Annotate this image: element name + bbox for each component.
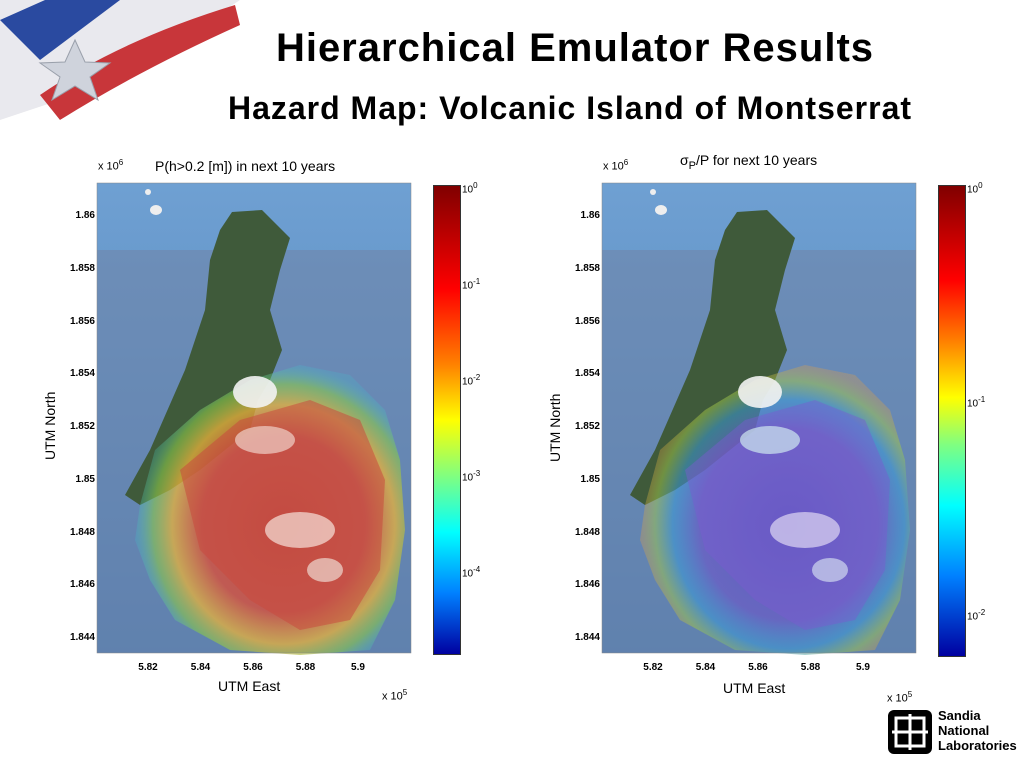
x-axis-scale: x 105: [382, 688, 408, 703]
x-tick-label: 5.86: [748, 662, 768, 673]
x-tick-label: 5.88: [295, 662, 316, 673]
y-tick-label: 1.844: [69, 632, 95, 643]
sandia-logo: Sandia National Laboratories: [888, 708, 1018, 758]
slide-title: Hierarchical Emulator Results: [275, 26, 875, 70]
x-tick-label: 5.82: [138, 662, 158, 673]
x-axis-label: UTM East: [218, 678, 281, 694]
colorbar: [938, 185, 966, 657]
hazard-map-image: [96, 182, 412, 655]
uncertainty-map-image: [601, 182, 917, 655]
y-tick-label: 1.858: [69, 262, 95, 274]
map-title: σP/P for next 10 years: [680, 152, 818, 172]
colorbar-tick-label: 10-2: [462, 372, 481, 388]
colorbar: [433, 185, 461, 655]
uncertainty-map-panel: x 106 σP/P for next 10 years 1.86 1.858 1.…: [505, 150, 985, 710]
colorbar-tick-label: 10-3: [462, 468, 481, 484]
y-axis-scale: x 106: [98, 158, 124, 173]
y-tick-label: 1.852: [574, 421, 600, 432]
x-axis-scale: x 105: [887, 690, 913, 705]
flag-star-decoration: [0, 0, 240, 135]
y-axis-label: UTM North: [42, 391, 58, 460]
x-tick-label: 5.82: [643, 662, 663, 673]
sandia-thunderbird-icon: [888, 710, 932, 754]
colorbar-tick-label: 10-2: [967, 608, 986, 623]
sandia-logo-text: Sandia National Laboratories: [938, 708, 1017, 753]
y-tick-label: 1.85: [75, 473, 95, 485]
y-tick-label: 1.852: [69, 421, 95, 432]
y-axis-label: UTM North: [547, 393, 563, 462]
x-tick-label: 5.84: [190, 662, 211, 673]
x-tick-label: 5.9: [351, 662, 365, 673]
y-tick-label: 1.844: [574, 632, 600, 643]
y-axis-scale: x 106: [603, 158, 629, 173]
y-tick-label: 1.85: [580, 473, 600, 485]
colorbar-tick-label: 100: [462, 181, 478, 196]
x-tick-label: 5.9: [856, 662, 870, 673]
y-tick-label: 1.858: [574, 262, 600, 274]
y-tick-label: 1.86: [75, 210, 95, 221]
map-title: P(h>0.2 [m]) in next 10 years: [155, 158, 336, 174]
hazard-probability-map-panel: x 106 P(h>0.2 [m]) in next 10 years 1.86…: [0, 150, 480, 710]
y-tick-label: 1.854: [69, 368, 95, 380]
x-tick-label: 5.88: [800, 662, 821, 673]
y-tick-label: 1.846: [69, 579, 95, 591]
y-tick-label: 1.856: [574, 315, 600, 327]
colorbar-tick-label: 100: [967, 181, 983, 196]
x-axis-label: UTM East: [723, 680, 786, 696]
x-tick-label: 5.86: [243, 662, 263, 673]
y-tick-label: 1.846: [574, 579, 600, 591]
y-tick-label: 1.854: [574, 368, 600, 380]
x-tick-label: 5.84: [695, 662, 716, 673]
y-tick-label: 1.848: [574, 526, 600, 538]
slide-subtitle: Hazard Map: Volcanic Island of Montserra…: [227, 90, 913, 126]
colorbar-tick-label: 10-1: [462, 276, 481, 292]
y-tick-label: 1.856: [69, 315, 95, 327]
colorbar-tick-label: 10-4: [462, 564, 481, 579]
y-tick-label: 1.848: [69, 526, 95, 538]
colorbar-tick-label: 10-1: [967, 394, 986, 409]
y-tick-label: 1.86: [580, 210, 600, 221]
